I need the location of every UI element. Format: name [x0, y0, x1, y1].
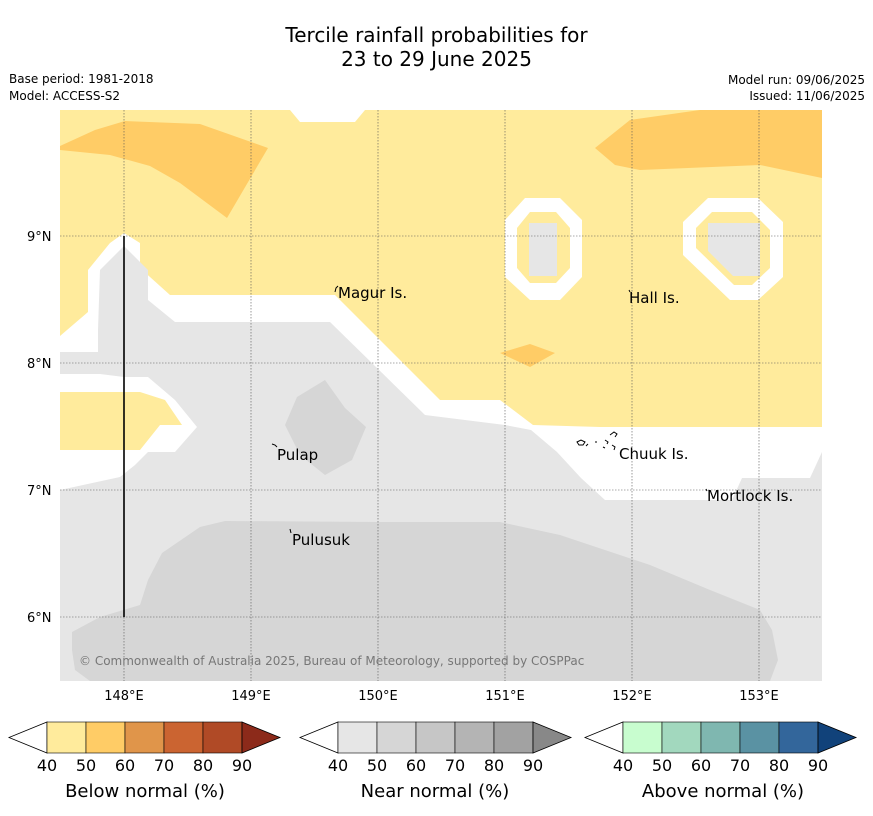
- colorbar-above-tick: 70: [730, 756, 750, 775]
- colorbar-above-extend-high: [817, 721, 858, 754]
- colorbar-above-tick: 80: [769, 756, 789, 775]
- colorbar-above-segment: [778, 721, 819, 754]
- lat-label-8n: 8°N: [27, 357, 52, 372]
- region-below-60-nw: [60, 121, 268, 218]
- island-pulap: [271, 443, 278, 448]
- place-hall: Hall Is.: [629, 289, 680, 307]
- place-mortlock: Mortlock Is.: [707, 487, 793, 505]
- colorbar-near-segment: [454, 721, 495, 754]
- region-below-60-ne: [595, 110, 822, 178]
- colorbar-above-segment: [739, 721, 780, 754]
- colorbar-above-label: Above normal (%): [641, 781, 805, 802]
- colorbar-below-extend-low: [7, 721, 48, 754]
- colorbar-below-tick: 80: [193, 756, 213, 775]
- colorbar-above-tick: 50: [652, 756, 672, 775]
- island-outlines: [271, 285, 708, 534]
- island-mortlock: [705, 488, 708, 492]
- model-name: Model: ACCESS-S2: [9, 89, 121, 103]
- region-below-60-center: [500, 344, 555, 367]
- colorbar-below-extend-high: [241, 721, 282, 754]
- place-magur: Magur Is.: [338, 284, 407, 302]
- colorbar-near-segment: [493, 721, 534, 754]
- lon-label-153e: 153°E: [739, 689, 779, 704]
- base-period: Base period: 1981-2018: [9, 72, 154, 86]
- map-fill-layer: [60, 110, 822, 681]
- lon-label-150e: 150°E: [358, 689, 398, 704]
- colorbar-near-label: Near normal (%): [360, 781, 510, 802]
- place-pulap: Pulap: [277, 446, 318, 464]
- lon-label-149e: 149°E: [231, 689, 271, 704]
- place-labels: Magur Is. Hall Is. Pulap Chuuk Is. Mortl…: [277, 284, 793, 549]
- colorbar-near-segment: [337, 721, 378, 754]
- colorbar-near-tick: 60: [406, 756, 426, 775]
- lat-label-9n: 9°N: [27, 230, 52, 245]
- model-run: Model run: 09/06/2025: [727, 73, 865, 87]
- lon-label-151e: 151°E: [485, 689, 525, 704]
- region-near-50-pulap: [285, 380, 366, 475]
- lon-label-152e: 152°E: [612, 689, 652, 704]
- place-chuuk: Chuuk Is.: [619, 445, 688, 463]
- issued-date: Issued: 11/06/2025: [749, 89, 865, 103]
- colorbar-near-extend-low: [298, 721, 339, 754]
- colorbar-below-tick: 60: [115, 756, 135, 775]
- lat-labels: 9°N 8°N 7°N 6°N: [27, 230, 52, 626]
- lon-label-148e: 148°E: [104, 689, 144, 704]
- island-magur: [334, 285, 339, 293]
- colorbar-below-segment: [124, 721, 165, 754]
- box-151-grey: [529, 223, 557, 276]
- colorbar-below-tick: 50: [76, 756, 96, 775]
- colorbar-near-tick: 90: [523, 756, 543, 775]
- colorbar-below-tick: 90: [232, 756, 252, 775]
- colorbar-below-tick: 70: [154, 756, 174, 775]
- colorbar-near-tick: 70: [445, 756, 465, 775]
- colorbar-near-segment: [415, 721, 456, 754]
- colorbar-near-tick: 50: [367, 756, 387, 775]
- gap-top: [290, 110, 365, 122]
- island-pulusuk: [289, 528, 292, 534]
- colorbar-above-tick: 40: [613, 756, 633, 775]
- colorbar-near-tick: 40: [328, 756, 348, 775]
- colorbar-below-tick: 40: [37, 756, 57, 775]
- colorbar-above-tick: 90: [808, 756, 828, 775]
- copyright-text: © Commonwealth of Australia 2025, Bureau…: [79, 654, 584, 668]
- colorbar-near-segment: [376, 721, 417, 754]
- island-chuuk: [576, 431, 618, 451]
- colorbar-near-tick: 80: [484, 756, 504, 775]
- lat-label-6n: 6°N: [27, 611, 52, 626]
- lon-labels: 148°E 149°E 150°E 151°E 152°E 153°E: [104, 689, 779, 704]
- colorbar-above-tick: 60: [691, 756, 711, 775]
- colorbar-below-segment: [46, 721, 87, 754]
- colorbars: 40 50 60 70 80 90 40 50 60 70 80 90 40 50 60 70 80 90: [7, 721, 858, 775]
- map-title-line2: 23 to 29 June 2025: [341, 47, 532, 71]
- place-pulusuk: Pulusuk: [292, 531, 350, 549]
- lat-label-7n: 7°N: [27, 484, 52, 499]
- colorbar-above-segment: [661, 721, 702, 754]
- colorbar-below-segment: [202, 721, 243, 754]
- colorbar-above-segment: [700, 721, 741, 754]
- map-title-line1: Tercile rainfall probabilities for: [285, 23, 588, 47]
- island-hall: [628, 289, 631, 293]
- colorbar-below-label: Below normal (%): [65, 781, 225, 802]
- colorbar-above-extend-low: [583, 721, 624, 754]
- colorbar-below-segment: [85, 721, 126, 754]
- colorbar-below-segment: [163, 721, 204, 754]
- colorbar-near-extend-high: [532, 721, 573, 754]
- region-near-50-south: [72, 521, 778, 681]
- colorbar-above-segment: [622, 721, 663, 754]
